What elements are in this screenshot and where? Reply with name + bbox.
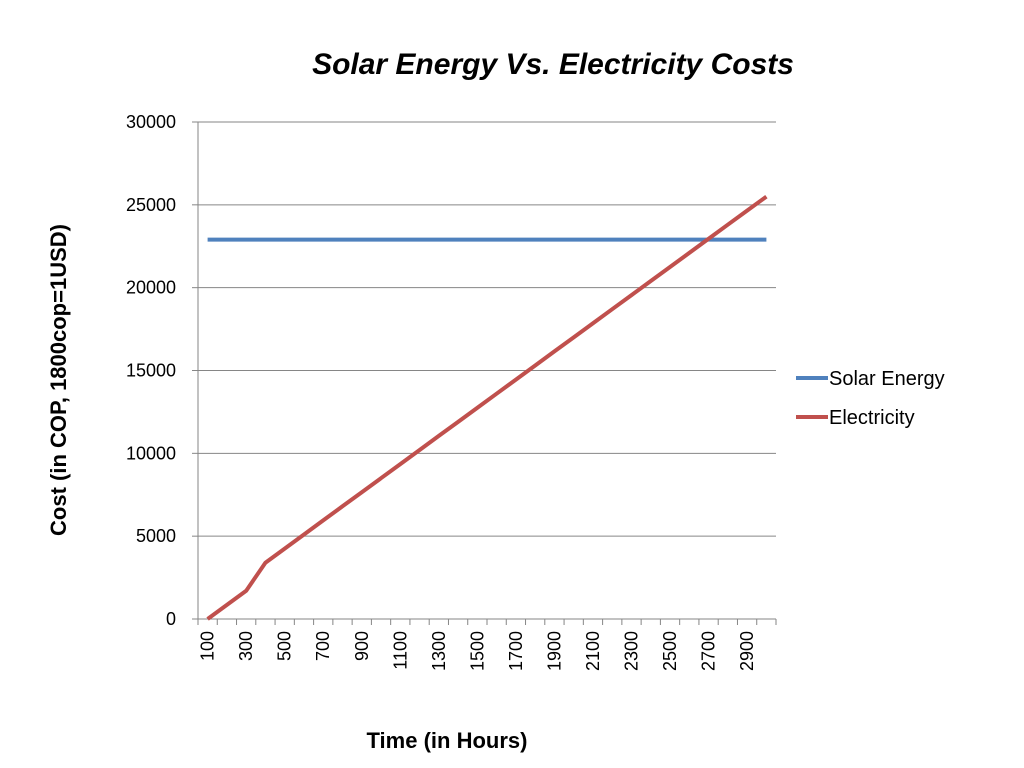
x-tick-label: 2900	[737, 631, 757, 671]
x-tick-labels: 100 300 500 700 900 1100 1300 1500 1700 1900 2100 2…	[198, 631, 757, 671]
legend: Solar Energy Electricity	[796, 368, 945, 429]
y-tick-label: 20000	[126, 278, 176, 298]
series-line-electricity	[206, 194, 768, 621]
chart-title: Solar Energy Vs. Electricity Costs	[312, 48, 794, 81]
y-tick-label: 10000	[126, 443, 176, 463]
x-tick-label: 1500	[467, 631, 487, 671]
x-tick-label: 2100	[583, 631, 603, 671]
y-tick-label: 0	[166, 609, 176, 629]
x-tick-label: 2300	[622, 631, 642, 671]
x-tick-label: 100	[198, 631, 218, 661]
x-tick-label: 1300	[429, 631, 449, 671]
y-tick-label: 15000	[126, 361, 176, 381]
y-tick-label: 5000	[136, 526, 176, 546]
y-tick-label: 25000	[126, 195, 176, 215]
legend-label: Solar Energy	[829, 368, 945, 390]
y-tick-label: 30000	[126, 112, 176, 132]
legend-label: Electricity	[829, 407, 915, 429]
x-tick-label: 900	[352, 631, 372, 661]
x-tick-label: 700	[313, 631, 333, 661]
y-axis-title: Cost (in COP, 1800cop=1USD)	[46, 224, 71, 536]
x-tick-label: 2700	[699, 631, 719, 671]
x-tick-label: 1900	[544, 631, 564, 671]
series-lines	[206, 194, 768, 621]
x-tick-label: 1700	[506, 631, 526, 671]
x-tick-label: 300	[236, 631, 256, 661]
x-tick-label: 1100	[390, 631, 410, 670]
gridlines	[198, 121, 776, 537]
x-tick-label: 500	[275, 631, 295, 661]
x-tick-label: 2500	[660, 631, 680, 671]
x-axis-title: Time (in Hours)	[367, 728, 528, 753]
axes	[192, 121, 777, 625]
y-tick-labels: 0 5000 10000 15000 20000 25000 30000	[126, 112, 176, 629]
